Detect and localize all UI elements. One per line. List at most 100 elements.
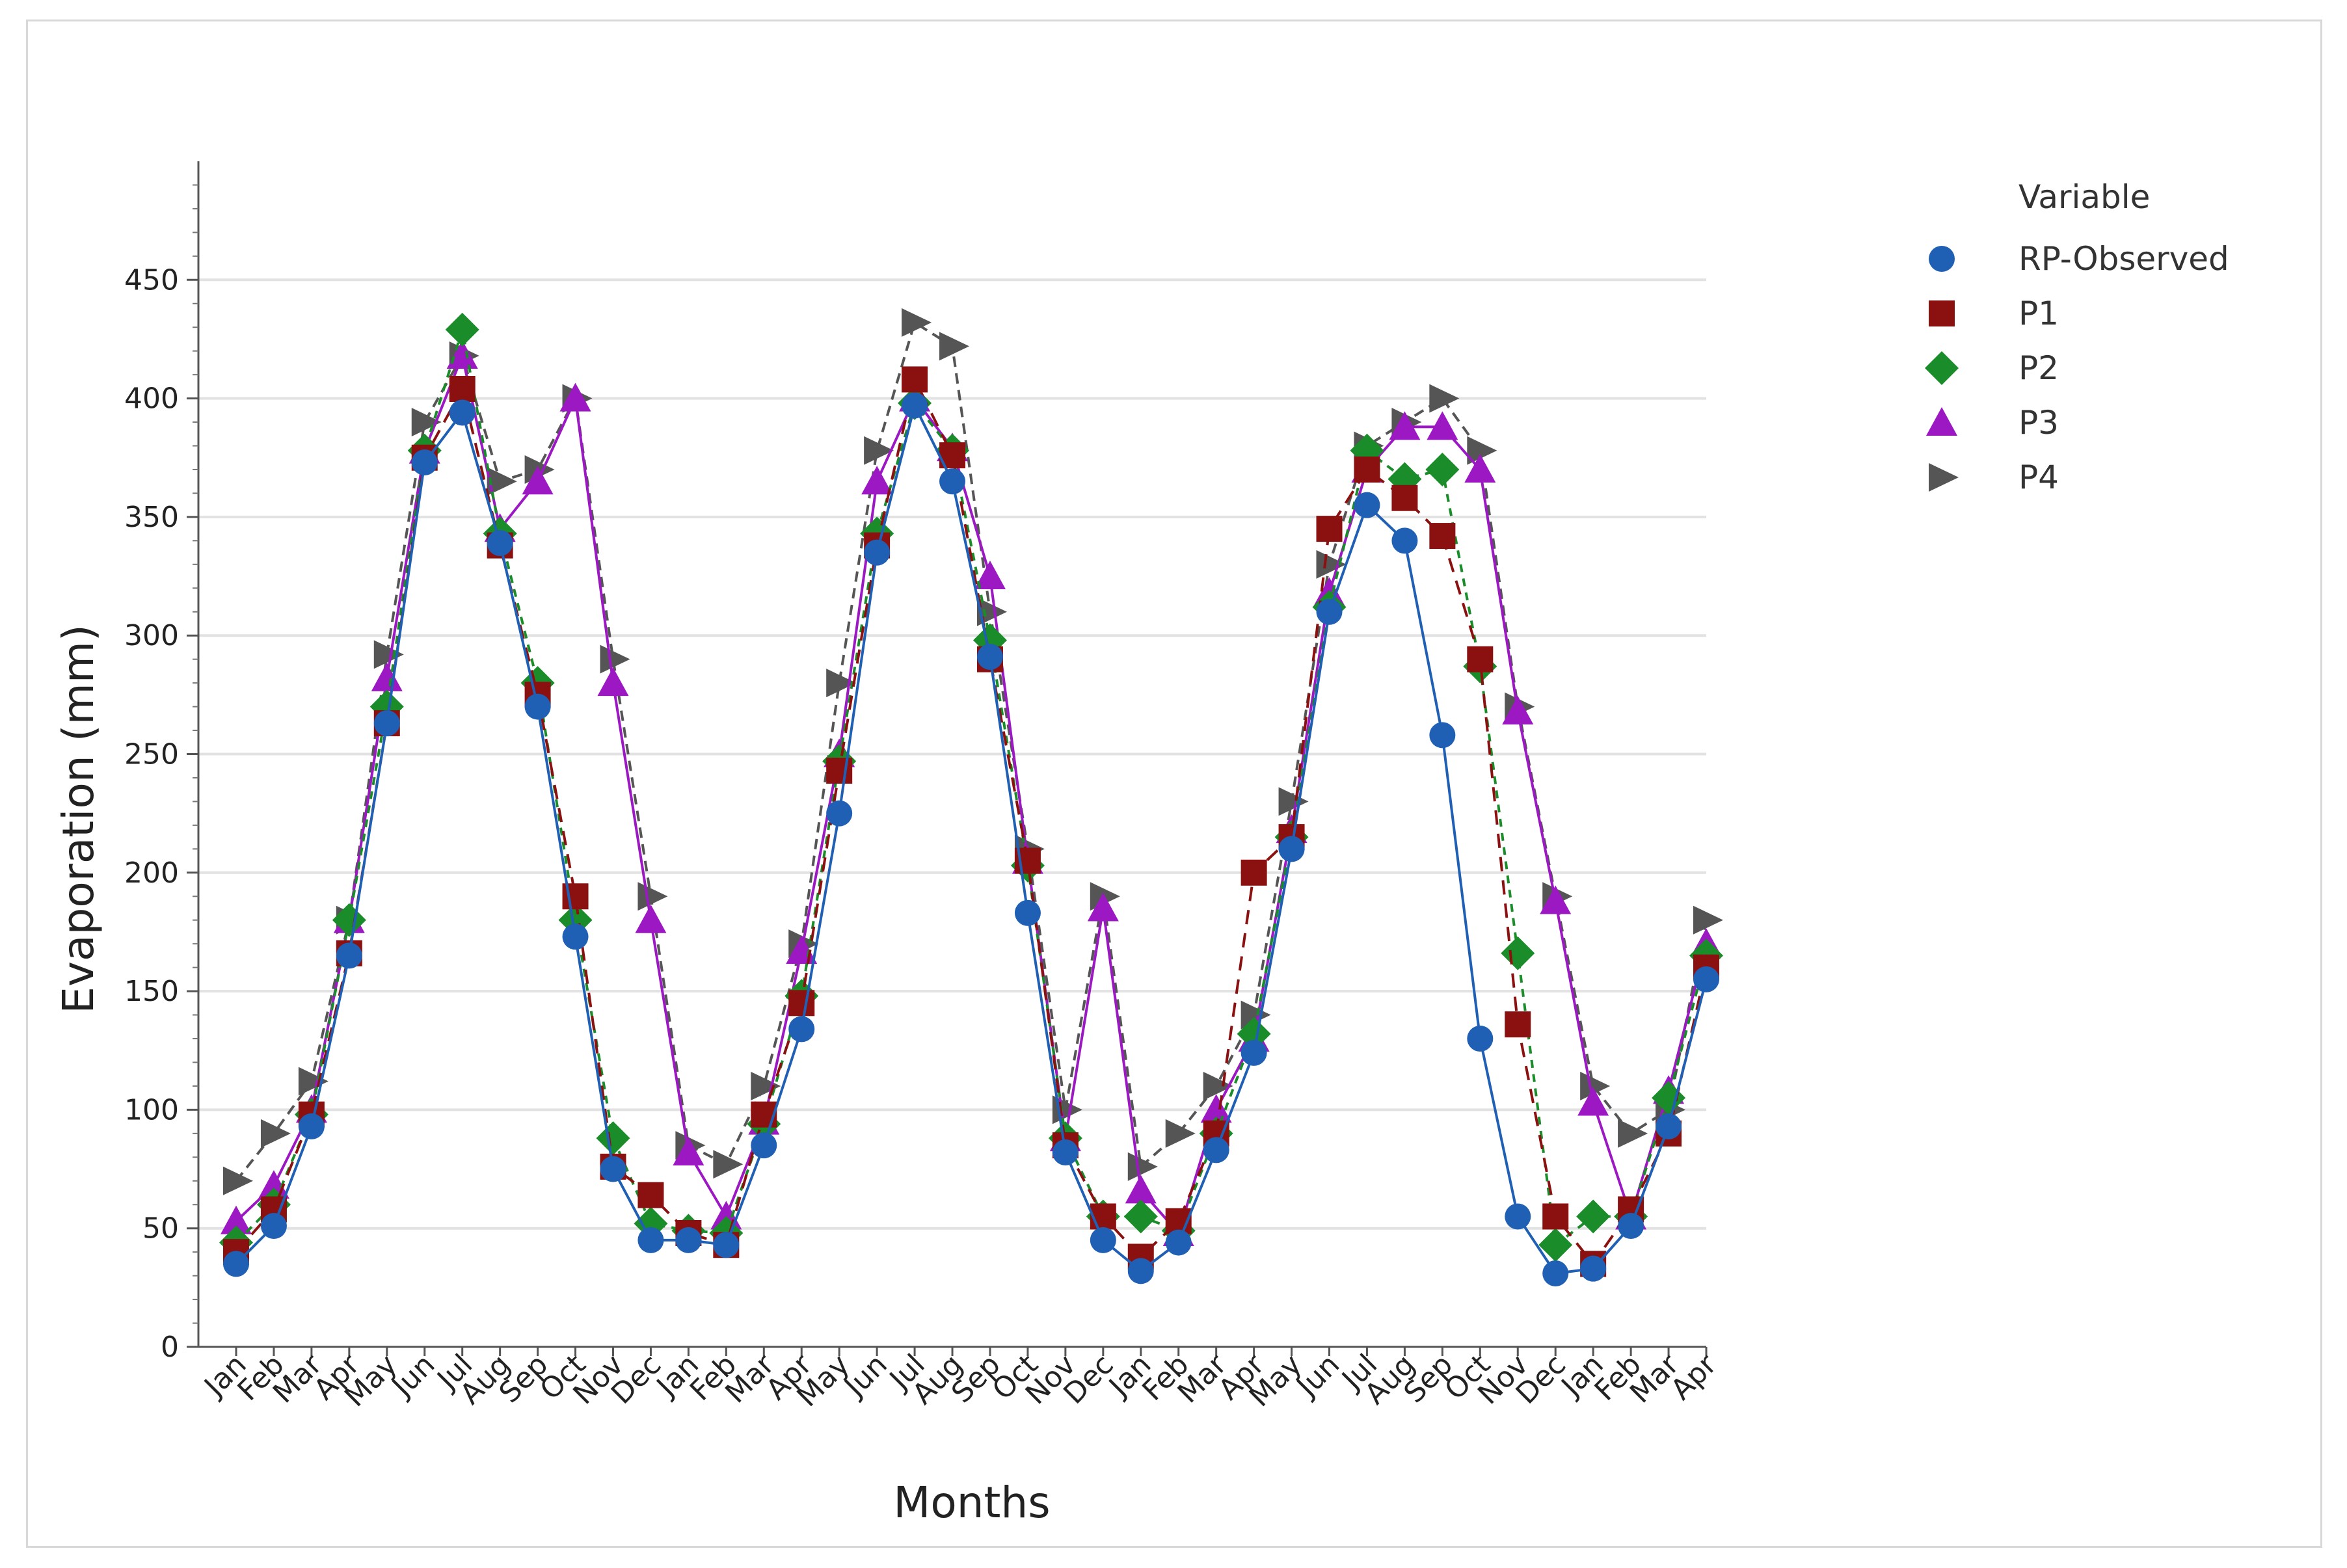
data-point (1429, 523, 1456, 550)
data-point (1241, 1000, 1271, 1030)
data-point (373, 710, 400, 737)
series-line (235, 375, 1708, 1266)
data-point (373, 640, 404, 669)
data-point (298, 1067, 329, 1096)
data-point (673, 1137, 704, 1166)
data-point (788, 1016, 815, 1043)
data-point (1929, 300, 1955, 326)
data-point (221, 1205, 252, 1234)
data-point (1538, 1228, 1573, 1262)
data-point (637, 1182, 664, 1208)
series-p4 (223, 308, 1723, 1195)
y-tick-label: 250 (124, 738, 179, 771)
legend-title: Variable (2018, 178, 2150, 216)
data-point (260, 1213, 287, 1240)
data-point (1693, 905, 1723, 935)
data-point (1203, 1137, 1229, 1163)
data-point (826, 669, 857, 698)
data-point (1316, 516, 1343, 542)
data-point (1125, 1175, 1157, 1204)
data-point (1165, 1229, 1192, 1256)
y-tick-label: 0 (161, 1331, 179, 1364)
series-layer (219, 308, 1723, 1286)
data-point (600, 1156, 626, 1182)
data-point (1203, 1071, 1233, 1100)
data-point (1501, 936, 1535, 970)
y-tick-label: 400 (124, 382, 179, 416)
data-point (635, 904, 667, 933)
y-tick-label: 300 (124, 619, 179, 652)
series-line (235, 401, 1708, 1275)
data-point (1467, 646, 1494, 672)
data-point (487, 530, 513, 557)
data-point (1389, 411, 1421, 440)
data-point (1127, 1152, 1158, 1181)
legend-item: P4 (1929, 458, 2059, 496)
data-point (1540, 885, 1572, 914)
legend: Variable RP-Observed P1 P2 P3 P4 (1925, 178, 2229, 496)
data-point (1127, 1258, 1154, 1284)
data-point (1429, 722, 1456, 749)
data-point (976, 597, 1007, 626)
y-axis-title: Evaporation (mm) (53, 624, 103, 1014)
data-point (864, 539, 891, 566)
y-axis-ticks: 0 50 100 150 200 250 300 350 400 450 (124, 184, 198, 1364)
data-point (1200, 1094, 1232, 1123)
data-point (524, 693, 551, 720)
data-point (1464, 453, 1496, 483)
legend-label: P3 (2018, 404, 2059, 442)
data-point (1427, 411, 1458, 440)
data-point (1618, 1119, 1648, 1148)
data-point (1354, 492, 1380, 518)
data-point (713, 1150, 744, 1179)
data-point (1354, 456, 1380, 483)
data-point (826, 800, 853, 827)
data-point (751, 1132, 777, 1159)
gridlines (198, 278, 1706, 1230)
data-point (1929, 246, 1955, 272)
data-point (939, 332, 970, 361)
data-point (1316, 598, 1343, 625)
data-point (788, 990, 815, 1017)
data-point (1278, 787, 1309, 816)
data-point (1316, 550, 1347, 579)
data-point (298, 1113, 325, 1139)
y-tick-label: 150 (124, 975, 179, 1008)
data-point (487, 467, 517, 496)
data-point (223, 1166, 253, 1195)
legend-label: RP-Observed (2018, 240, 2229, 278)
data-point (445, 312, 479, 347)
data-point (1576, 1199, 1611, 1234)
data-point (597, 667, 629, 697)
legend-label: P4 (2018, 458, 2059, 496)
data-point (902, 366, 928, 393)
data-point (1467, 436, 1497, 465)
data-point (1577, 1087, 1609, 1116)
data-point (411, 449, 438, 476)
data-point (1618, 1213, 1644, 1240)
data-point (1391, 485, 1418, 511)
data-point (974, 561, 1006, 590)
x-axis-ticks: JanFebMarAprMayJunJulAugSepOctNovDecJanF… (197, 1347, 1723, 1413)
legend-item: P3 (1926, 404, 2059, 442)
data-point (449, 376, 476, 403)
y-tick-label: 450 (124, 263, 179, 297)
data-point (1241, 1039, 1267, 1066)
data-point (1425, 452, 1460, 486)
data-point (902, 308, 932, 337)
data-point (1542, 1260, 1569, 1286)
data-point (1929, 463, 1959, 492)
data-point (596, 1121, 630, 1156)
data-point (371, 662, 403, 691)
data-point (1693, 966, 1719, 992)
series-rp-observed (223, 392, 1719, 1286)
data-point (826, 758, 853, 784)
legend-item: P2 (1925, 349, 2059, 387)
data-point (902, 392, 928, 419)
data-point (1580, 1255, 1607, 1282)
chart-frame: 0 50 100 150 200 250 300 350 400 450 Jan Feb Mar Apr… (26, 20, 2322, 1548)
data-point (713, 1232, 740, 1258)
data-point (637, 1227, 664, 1253)
data-point (1278, 836, 1305, 862)
data-point (976, 644, 1003, 671)
